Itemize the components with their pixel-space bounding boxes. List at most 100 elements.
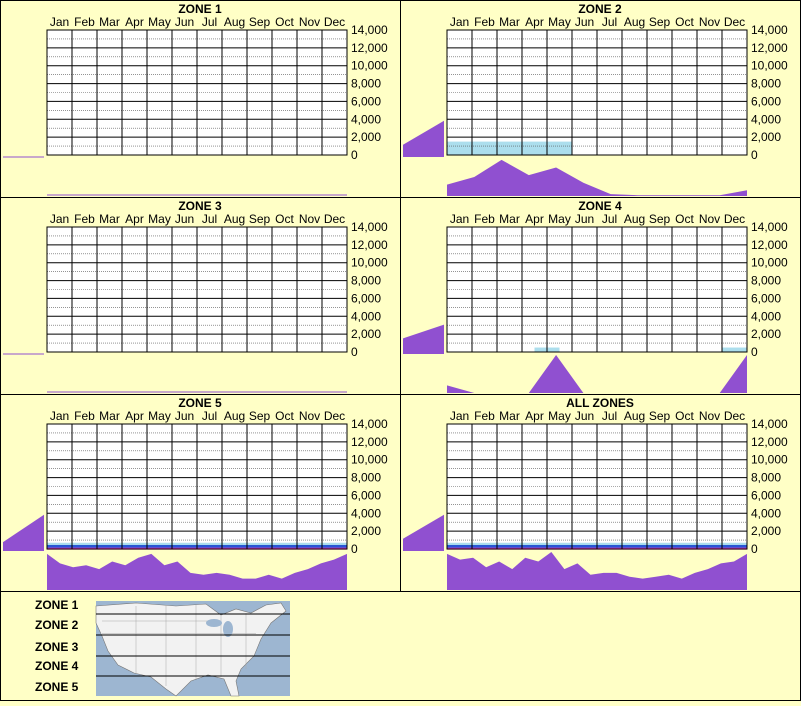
monthly-profile-area bbox=[447, 159, 747, 196]
map-land bbox=[95, 602, 287, 697]
month-tick-label: Aug bbox=[624, 15, 645, 29]
y-tick-label: 10,000 bbox=[351, 453, 388, 467]
y-tick-label: 2,000 bbox=[751, 524, 781, 538]
month-tick-label: Jan bbox=[450, 15, 469, 29]
month-tick-label: Feb bbox=[474, 409, 495, 423]
zone-legend: ZONE 1 ZONE 2 ZONE 3 ZONE 4 ZONE 5 bbox=[0, 591, 801, 701]
y-tick-label: 14,000 bbox=[751, 220, 788, 234]
month-tick-label: Dec bbox=[724, 409, 745, 423]
elevation-profile-area bbox=[403, 514, 444, 551]
month-tick-label: Dec bbox=[724, 212, 745, 226]
month-tick-label: Sep bbox=[249, 212, 271, 226]
month-tick-label: Apr bbox=[125, 212, 144, 226]
month-tick-label: Feb bbox=[74, 212, 95, 226]
month-tick-label: Jan bbox=[450, 409, 469, 423]
month-tick-label: Apr bbox=[525, 15, 544, 29]
month-tick-label: Apr bbox=[125, 15, 144, 29]
month-tick-label: Jul bbox=[202, 409, 217, 423]
y-tick-label: 8,000 bbox=[751, 77, 781, 91]
month-tick-label: Oct bbox=[675, 409, 694, 423]
monthly-profile-area bbox=[447, 355, 747, 393]
y-tick-label: 0 bbox=[351, 345, 358, 359]
y-tick-label: 14,000 bbox=[751, 417, 788, 431]
month-tick-label: Nov bbox=[299, 212, 320, 226]
month-tick-label: Mar bbox=[99, 212, 120, 226]
month-tick-label: Sep bbox=[649, 409, 671, 423]
y-tick-label: 4,000 bbox=[351, 309, 381, 323]
legend-zone-label: ZONE 4 bbox=[35, 659, 79, 673]
y-tick-label: 14,000 bbox=[351, 23, 388, 37]
y-tick-label: 4,000 bbox=[751, 112, 781, 126]
y-tick-label: 12,000 bbox=[351, 435, 388, 449]
month-tick-label: Jul bbox=[602, 212, 617, 226]
map-lake bbox=[206, 619, 222, 627]
month-tick-label: Feb bbox=[474, 15, 495, 29]
month-tick-label: May bbox=[548, 409, 571, 423]
zone-panel-1: ZONE 1 Jan Feb Mar Apr May Jun Jul Aug Sep Oct Nov D… bbox=[0, 0, 401, 198]
month-tick-label: Apr bbox=[525, 409, 544, 423]
month-tick-label: Aug bbox=[624, 409, 645, 423]
month-tick-label: Aug bbox=[624, 212, 645, 226]
zone-panel-2: ZONE 2 Jan Feb Mar Apr May Jun Jul Aug Sep Oct Nov D… bbox=[400, 0, 801, 198]
y-tick-label: 12,000 bbox=[351, 238, 388, 252]
us-map bbox=[95, 601, 290, 697]
y-tick-label: 6,000 bbox=[751, 94, 781, 108]
y-tick-label: 4,000 bbox=[351, 112, 381, 126]
month-tick-label: May bbox=[548, 15, 571, 29]
y-tick-label: 6,000 bbox=[351, 291, 381, 305]
month-tick-label: Jul bbox=[602, 15, 617, 29]
y-tick-label: 14,000 bbox=[351, 220, 388, 234]
y-tick-label: 8,000 bbox=[351, 471, 381, 485]
month-tick-label: Mar bbox=[99, 15, 120, 29]
y-tick-label: 10,000 bbox=[351, 59, 388, 73]
month-tick-label: Nov bbox=[699, 409, 720, 423]
month-tick-label: Sep bbox=[649, 212, 671, 226]
panel-title: ZONE 1 bbox=[178, 2, 222, 16]
zone-panel-3: ZONE 3 Jan Feb Mar Apr May Jun Jul Aug Sep Oct Nov D… bbox=[0, 197, 401, 395]
panel-title: ZONE 4 bbox=[578, 199, 622, 213]
elevation-profile-area bbox=[403, 324, 444, 354]
month-tick-label: Oct bbox=[275, 409, 294, 423]
heat-band bbox=[722, 347, 747, 352]
month-tick-label: Jan bbox=[450, 212, 469, 226]
elevation-profile-area bbox=[403, 120, 444, 157]
month-tick-label: Nov bbox=[699, 212, 720, 226]
monthly-profile-area bbox=[47, 553, 347, 590]
month-tick-label: Apr bbox=[125, 409, 144, 423]
y-tick-label: 0 bbox=[351, 148, 358, 162]
y-tick-label: 12,000 bbox=[751, 435, 788, 449]
month-tick-label: Dec bbox=[324, 409, 345, 423]
month-tick-label: Feb bbox=[74, 409, 95, 423]
legend-zone-label: ZONE 3 bbox=[35, 640, 79, 654]
y-tick-label: 2,000 bbox=[351, 130, 381, 144]
month-tick-label: May bbox=[148, 15, 171, 29]
month-tick-label: Oct bbox=[675, 212, 694, 226]
month-tick-label: Dec bbox=[724, 15, 745, 29]
legend-zone-label: ZONE 5 bbox=[35, 680, 79, 694]
month-tick-label: Jul bbox=[602, 409, 617, 423]
y-tick-label: 14,000 bbox=[751, 23, 788, 37]
month-tick-label: Mar bbox=[499, 212, 520, 226]
month-tick-label: May bbox=[148, 212, 171, 226]
y-tick-label: 2,000 bbox=[351, 327, 381, 341]
month-tick-label: Aug bbox=[224, 15, 245, 29]
panel-title: ZONE 5 bbox=[178, 396, 222, 410]
month-tick-label: Sep bbox=[249, 15, 271, 29]
y-tick-label: 6,000 bbox=[351, 94, 381, 108]
y-tick-label: 8,000 bbox=[351, 274, 381, 288]
month-tick-label: Aug bbox=[224, 212, 245, 226]
month-tick-label: Nov bbox=[699, 15, 720, 29]
panel-title: ZONE 3 bbox=[178, 199, 222, 213]
y-tick-label: 8,000 bbox=[751, 274, 781, 288]
map-lake bbox=[223, 621, 233, 637]
month-tick-label: Jun bbox=[575, 409, 594, 423]
month-tick-label: Jan bbox=[50, 212, 69, 226]
month-tick-label: Oct bbox=[275, 15, 294, 29]
month-tick-label: May bbox=[548, 212, 571, 226]
month-tick-label: Jun bbox=[175, 409, 194, 423]
y-tick-label: 4,000 bbox=[351, 506, 381, 520]
y-tick-label: 12,000 bbox=[351, 41, 388, 55]
month-tick-label: Nov bbox=[299, 409, 320, 423]
month-tick-label: Mar bbox=[99, 409, 120, 423]
